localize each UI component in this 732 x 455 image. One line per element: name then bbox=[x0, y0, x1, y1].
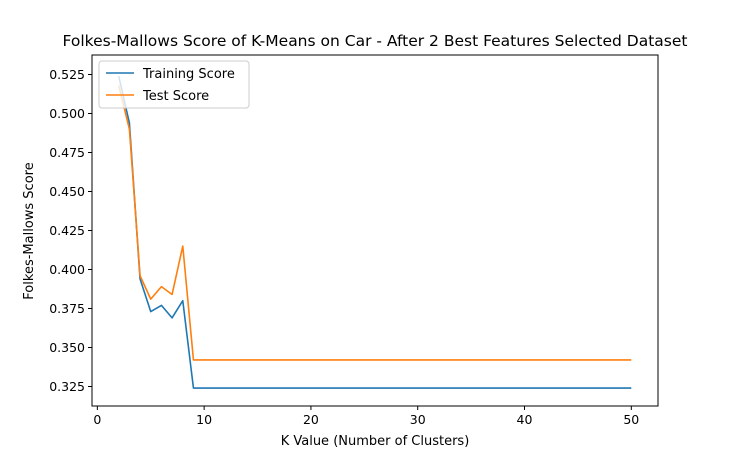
y-tick-label: 0.500 bbox=[49, 106, 85, 121]
y-tick-label: 0.375 bbox=[49, 301, 85, 316]
chart-title: Folkes-Mallows Score of K-Means on Car -… bbox=[63, 32, 688, 50]
x-tick-label: 40 bbox=[517, 412, 533, 427]
y-axis-label: Folkes-Mallows Score bbox=[22, 162, 37, 299]
series-line-training-score bbox=[117, 75, 632, 389]
plot-area bbox=[117, 75, 632, 389]
x-tick-label: 50 bbox=[623, 412, 639, 427]
x-tick-label: 10 bbox=[196, 412, 212, 427]
y-tick-label: 0.350 bbox=[49, 340, 85, 355]
series-line-test-score bbox=[117, 85, 632, 361]
legend: Training Score Test Score bbox=[98, 60, 250, 109]
y-tick-label: 0.425 bbox=[49, 223, 85, 238]
x-tick-label: 0 bbox=[93, 412, 101, 427]
x-tick-label: 30 bbox=[410, 412, 426, 427]
legend-box bbox=[98, 60, 250, 109]
axis-ticks: 0 10 20 30 40 50 0.325 0.350 0.375 0.400 0.425 0.45… bbox=[49, 67, 639, 427]
y-tick-label: 0.475 bbox=[49, 145, 85, 160]
y-tick-label: 0.450 bbox=[49, 184, 85, 199]
y-tick-label: 0.400 bbox=[49, 262, 85, 277]
x-tick-label: 20 bbox=[303, 412, 319, 427]
y-tick-label: 0.325 bbox=[49, 379, 85, 394]
x-axis-label: K Value (Number of Clusters) bbox=[281, 434, 470, 449]
y-tick-label: 0.525 bbox=[49, 67, 85, 82]
legend-test-label: Test Score bbox=[142, 89, 209, 104]
legend-training-label: Training Score bbox=[142, 67, 235, 82]
